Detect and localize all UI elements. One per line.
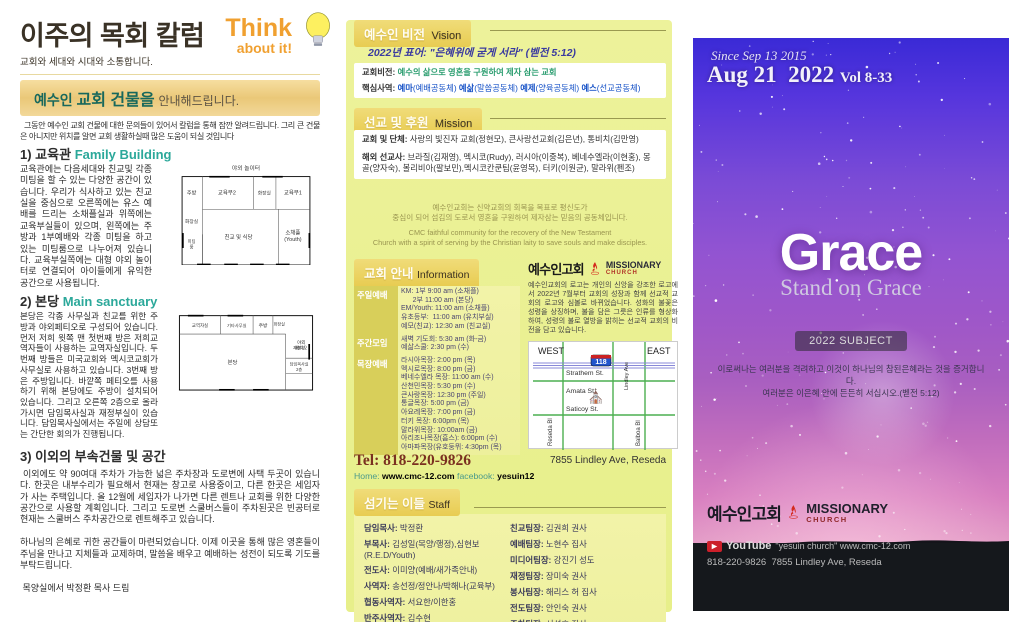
svg-text:페티오: 페티오 [295, 345, 307, 352]
svg-text:주방: 주방 [187, 189, 197, 196]
svg-text:친교 및 식당: 친교 및 식당 [224, 233, 252, 241]
svg-text:본당: 본당 [228, 359, 238, 366]
svg-text:2층: 2층 [296, 366, 302, 372]
svg-text:룸: 룸 [190, 244, 194, 249]
svg-text:화장실: 화장실 [274, 321, 286, 327]
svg-text:Saticoy St.: Saticoy St. [566, 406, 599, 413]
svg-text:야외: 야외 [297, 339, 305, 346]
svg-text:교육부1: 교육부1 [284, 189, 302, 196]
svg-text:EAST: EAST [647, 346, 671, 356]
svg-text:Lindley Ave: Lindley Ave [624, 362, 630, 390]
svg-text:118: 118 [595, 359, 606, 366]
svg-text:담임목사실: 담임목사실 [290, 361, 309, 367]
svg-text:화장실: 화장실 [258, 189, 271, 196]
svg-text:Balboa Bl: Balboa Bl [636, 420, 642, 446]
svg-text:소채플: 소채플 [285, 228, 300, 236]
svg-text:주방: 주방 [259, 322, 268, 329]
svg-text:교육부2: 교육부2 [218, 189, 236, 196]
svg-text:야외 놀이터: 야외 놀이터 [232, 164, 260, 172]
svg-text:(Youth): (Youth) [284, 237, 302, 243]
svg-text:화장실: 화장실 [185, 218, 198, 225]
svg-text:기타사무실: 기타사무실 [227, 322, 247, 329]
svg-text:Reseda Bl: Reseda Bl [548, 418, 554, 446]
svg-text:교역자실: 교역자실 [192, 322, 208, 329]
svg-text:⛪: ⛪ [587, 387, 604, 405]
svg-text:Strathem St.: Strathem St. [566, 370, 604, 377]
svg-text:WEST: WEST [538, 346, 565, 356]
